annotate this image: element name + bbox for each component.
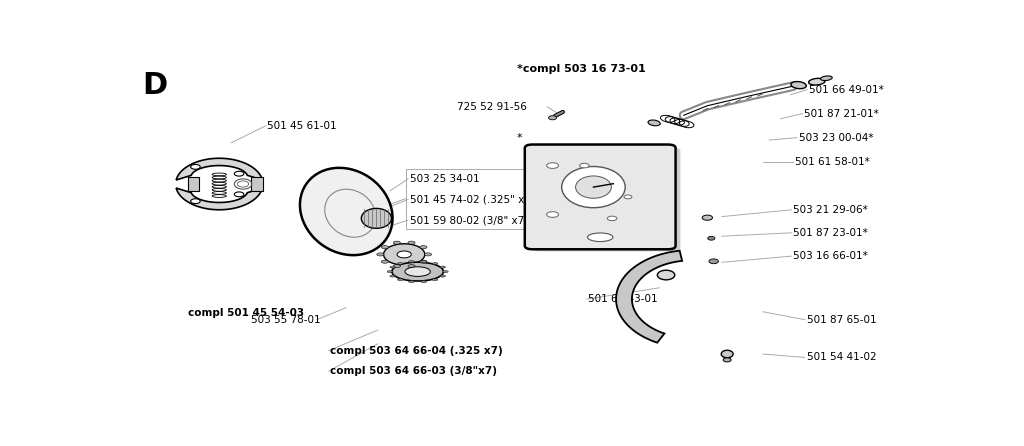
Ellipse shape <box>409 281 415 283</box>
Text: D: D <box>142 70 168 100</box>
Ellipse shape <box>397 263 403 264</box>
Text: 501 54 41-02: 501 54 41-02 <box>807 352 877 363</box>
Text: 501 62 43-01: 501 62 43-01 <box>588 294 657 304</box>
Text: 501 45 74-02 (.325" x7): 501 45 74-02 (.325" x7) <box>410 194 535 204</box>
Text: 501 87 23-01*: 501 87 23-01* <box>793 228 867 238</box>
Ellipse shape <box>549 116 557 120</box>
Ellipse shape <box>361 208 391 228</box>
Text: 725 52 91-56: 725 52 91-56 <box>458 102 527 112</box>
Ellipse shape <box>424 253 431 256</box>
Ellipse shape <box>420 260 427 263</box>
Ellipse shape <box>409 260 415 263</box>
Ellipse shape <box>432 263 437 264</box>
Text: 501 87 21-01*: 501 87 21-01* <box>804 109 879 119</box>
Ellipse shape <box>432 279 437 281</box>
Ellipse shape <box>809 78 825 85</box>
Ellipse shape <box>421 281 427 283</box>
Bar <box>406 169 545 229</box>
Ellipse shape <box>404 267 430 277</box>
Ellipse shape <box>393 264 400 268</box>
Ellipse shape <box>562 166 626 208</box>
Text: 503 21 29-06*: 503 21 29-06* <box>793 205 867 215</box>
Text: 501 61 58-01*: 501 61 58-01* <box>795 157 869 167</box>
Ellipse shape <box>624 195 632 199</box>
Text: 501 59 80-02 (3/8" x7): 501 59 80-02 (3/8" x7) <box>410 215 528 225</box>
Ellipse shape <box>588 233 613 242</box>
Ellipse shape <box>657 270 675 280</box>
Text: 503 23 00-04*: 503 23 00-04* <box>799 132 873 143</box>
Polygon shape <box>176 188 262 210</box>
FancyBboxPatch shape <box>524 145 676 249</box>
Ellipse shape <box>575 176 611 198</box>
Ellipse shape <box>648 120 660 126</box>
Ellipse shape <box>408 241 415 244</box>
Text: 503 25 34-01: 503 25 34-01 <box>410 174 479 184</box>
Ellipse shape <box>723 358 731 362</box>
Ellipse shape <box>390 275 395 277</box>
Ellipse shape <box>408 264 415 268</box>
Ellipse shape <box>384 244 425 265</box>
Text: 501 87 65-01: 501 87 65-01 <box>807 315 877 325</box>
Text: 503 16 66-01*: 503 16 66-01* <box>793 251 867 261</box>
Ellipse shape <box>440 275 445 277</box>
Ellipse shape <box>300 168 392 255</box>
FancyBboxPatch shape <box>532 148 680 252</box>
Bar <box>251 177 263 191</box>
Ellipse shape <box>392 262 443 281</box>
Ellipse shape <box>547 163 558 169</box>
Ellipse shape <box>377 253 384 256</box>
Polygon shape <box>616 251 682 343</box>
Ellipse shape <box>442 271 449 273</box>
Ellipse shape <box>702 215 713 220</box>
Ellipse shape <box>607 216 616 221</box>
Ellipse shape <box>397 279 403 281</box>
Ellipse shape <box>708 236 715 240</box>
Polygon shape <box>176 158 262 180</box>
Ellipse shape <box>234 171 244 176</box>
Text: 501 66 49-01*: 501 66 49-01* <box>809 85 884 95</box>
Text: compl 503 64 66-04 (.325 x7): compl 503 64 66-04 (.325 x7) <box>331 346 503 355</box>
Ellipse shape <box>709 259 719 264</box>
Ellipse shape <box>190 199 201 203</box>
Ellipse shape <box>387 271 392 273</box>
Text: *: * <box>517 132 522 143</box>
Text: *compl 503 16 73-01: *compl 503 16 73-01 <box>517 64 645 74</box>
Ellipse shape <box>234 192 244 197</box>
Text: compl 503 64 66-03 (3/8"x7): compl 503 64 66-03 (3/8"x7) <box>331 366 498 376</box>
Ellipse shape <box>721 350 733 358</box>
Ellipse shape <box>390 266 395 268</box>
Ellipse shape <box>791 82 806 89</box>
Ellipse shape <box>381 260 388 263</box>
Ellipse shape <box>190 165 201 169</box>
Bar <box>187 177 200 191</box>
Ellipse shape <box>820 76 833 81</box>
Ellipse shape <box>420 246 427 249</box>
Ellipse shape <box>393 241 400 244</box>
Ellipse shape <box>580 163 589 168</box>
Ellipse shape <box>547 212 558 217</box>
Ellipse shape <box>381 246 388 249</box>
Ellipse shape <box>440 266 445 268</box>
Ellipse shape <box>397 251 412 258</box>
Ellipse shape <box>421 260 427 263</box>
Text: 501 45 61-01: 501 45 61-01 <box>267 120 337 131</box>
Text: 503 55 78-01: 503 55 78-01 <box>251 315 321 325</box>
Text: compl 501 45 54-03: compl 501 45 54-03 <box>187 308 304 318</box>
